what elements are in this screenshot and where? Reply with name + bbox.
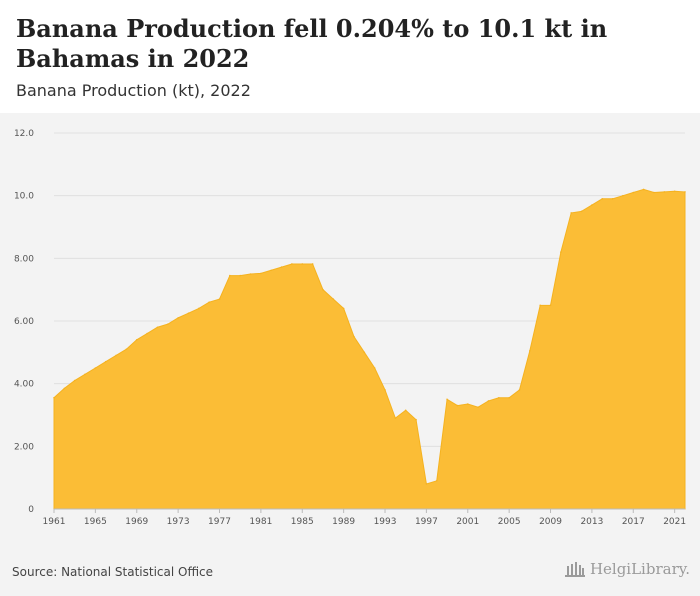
chart-subtitle: Banana Production (kt), 2022 <box>16 81 251 100</box>
helgi-library-logo[interactable]: HelgiLibrary. <box>564 560 690 578</box>
data-point <box>146 332 148 335</box>
data-point <box>425 483 428 485</box>
y-tick-label: 12.0 <box>14 129 34 139</box>
x-tick-label: 2001 <box>456 517 479 527</box>
data-point <box>684 191 686 193</box>
data-point <box>580 210 583 213</box>
area-series <box>53 188 686 510</box>
data-point <box>435 480 438 482</box>
data-point <box>653 191 655 194</box>
chart-title: Banana Production fell 0.204% to 10.1 kt… <box>16 14 608 73</box>
data-point <box>229 274 231 277</box>
data-point <box>518 389 521 391</box>
data-point <box>63 387 66 390</box>
y-tick-label: 2.00 <box>14 442 34 452</box>
data-point <box>280 266 283 268</box>
data-point <box>115 354 117 357</box>
data-point <box>177 317 179 319</box>
data-point <box>622 194 624 197</box>
x-tick-label: 1977 <box>208 517 231 527</box>
data-point <box>342 307 345 310</box>
x-tick-label: 2009 <box>539 517 562 527</box>
logo-text: HelgiLibrary. <box>589 560 690 578</box>
data-point <box>291 263 293 265</box>
data-point <box>239 274 241 277</box>
data-point <box>53 396 55 399</box>
data-point <box>332 298 335 300</box>
x-tick-label: 2005 <box>498 517 521 527</box>
library-building-icon <box>564 562 585 577</box>
data-point <box>311 263 314 265</box>
source-note: Source: National Statistical Office <box>12 565 214 579</box>
chart-footer <box>0 536 700 596</box>
data-point <box>270 269 273 272</box>
data-point <box>353 335 355 338</box>
data-point <box>560 251 562 253</box>
x-tick-label: 1997 <box>415 517 438 527</box>
x-tick-label: 1969 <box>125 517 148 527</box>
data-point <box>260 272 262 275</box>
x-tick-label: 1961 <box>43 517 66 527</box>
data-point <box>591 204 593 206</box>
x-tick-label: 1965 <box>84 517 107 527</box>
data-point <box>611 198 614 200</box>
data-point <box>529 349 531 352</box>
data-point <box>498 396 500 399</box>
data-point <box>384 389 386 391</box>
data-point <box>477 406 479 408</box>
data-point <box>632 191 635 194</box>
data-point <box>673 190 676 193</box>
x-axis-ticks: 1961 1965 1969 1973 1977 1981 1985 1989 1993 1997… <box>43 508 686 527</box>
data-point <box>104 360 107 363</box>
x-tick-label: 1989 <box>332 517 355 527</box>
y-tick-label: 6.00 <box>14 317 34 327</box>
x-tick-label: 1973 <box>167 517 190 527</box>
data-point <box>601 198 604 200</box>
data-point <box>156 326 159 329</box>
x-tick-label: 2013 <box>580 517 603 527</box>
data-point <box>322 288 324 291</box>
data-point <box>125 348 128 350</box>
data-point <box>663 191 666 193</box>
data-point <box>487 400 490 402</box>
x-tick-label: 1985 <box>291 517 314 527</box>
data-point <box>539 304 541 307</box>
chart-header: Banana Production fell 0.204% to 10.1 kt… <box>0 0 700 113</box>
y-tick-label: 0 <box>28 505 34 515</box>
data-point <box>218 298 221 300</box>
data-point <box>198 307 200 310</box>
data-point <box>187 312 190 314</box>
data-point <box>135 339 138 341</box>
x-tick-label: 1993 <box>374 517 397 527</box>
y-axis-ticks: 0 2.00 4.00 6.00 8.00 10.0 12.0 <box>14 129 34 515</box>
y-tick-label: 10.0 <box>14 192 34 202</box>
x-tick-label: 2021 <box>663 517 686 527</box>
y-tick-label: 8.00 <box>14 254 34 264</box>
data-point <box>373 367 376 369</box>
x-tick-label: 1981 <box>249 517 272 527</box>
data-point <box>642 188 645 191</box>
data-point <box>549 304 552 307</box>
x-tick-label: 2017 <box>622 517 645 527</box>
data-point <box>456 404 459 407</box>
data-point <box>466 403 469 405</box>
data-point <box>404 409 407 412</box>
data-point <box>570 212 573 214</box>
series-area <box>53 188 686 510</box>
data-point <box>166 323 169 325</box>
y-tick-label: 4.00 <box>14 380 34 390</box>
data-point <box>508 396 510 399</box>
data-point <box>84 373 86 376</box>
data-point <box>73 379 76 382</box>
data-point <box>208 301 210 303</box>
data-point <box>415 418 417 421</box>
data-point <box>446 398 448 401</box>
data-point <box>94 367 97 369</box>
data-point <box>301 263 304 265</box>
data-point <box>363 351 366 354</box>
data-point <box>394 417 397 419</box>
data-point <box>249 273 252 275</box>
